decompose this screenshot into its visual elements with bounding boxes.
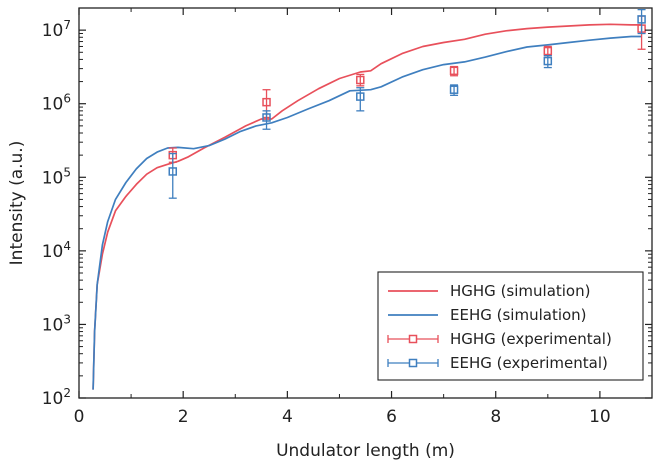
- y-tick-label: 102: [42, 386, 71, 409]
- y-tick-label: 103: [42, 312, 71, 335]
- y-axis-title: Intensity (a.u.): [7, 141, 27, 266]
- legend-entry: HGHG (simulation): [388, 282, 590, 300]
- errorbar-point: [262, 110, 271, 130]
- x-axis: 0 2 4 6 8 10: [74, 8, 611, 427]
- square-marker: [262, 113, 271, 122]
- errorbar-point: [356, 73, 365, 87]
- legend-entry: HGHG (experimental): [387, 330, 612, 348]
- square-marker: [543, 46, 553, 56]
- errorbar-point: [449, 65, 459, 77]
- square-marker: [543, 56, 553, 66]
- series-line-1: [92, 35, 642, 390]
- legend-entry: EEHG (simulation): [388, 306, 587, 324]
- x-tick-label: 10: [589, 407, 611, 427]
- square-marker: [168, 167, 178, 176]
- square-marker: [637, 15, 646, 24]
- errorbar-point: [449, 84, 459, 96]
- legend-swatch-marker: [408, 358, 418, 368]
- square-marker: [262, 97, 271, 107]
- legend-label: EEHG (simulation): [450, 306, 587, 324]
- x-tick-label: 0: [74, 407, 85, 427]
- legend-swatch-marker: [408, 334, 418, 344]
- errorbar-point: [168, 152, 178, 199]
- legend: HGHG (simulation) EEHG (simulation) HGHG (…: [377, 271, 644, 381]
- square-marker: [356, 75, 365, 85]
- y-tick-label: 105: [42, 165, 71, 188]
- square-marker: [449, 66, 459, 76]
- y-tick-label: 107: [42, 18, 71, 41]
- y-tick-label: 104: [42, 239, 71, 262]
- series-line-0: [92, 23, 642, 390]
- series-layer: [92, 8, 646, 390]
- x-tick-label: 8: [490, 407, 501, 427]
- x-axis-title: Undulator length (m): [276, 441, 455, 461]
- y-axis: 102 103 104 105 106 107: [42, 7, 652, 409]
- x-tick-label: 4: [282, 407, 293, 427]
- legend-label: HGHG (simulation): [450, 282, 590, 300]
- legend-label: HGHG (experimental): [450, 330, 612, 348]
- y-tick-label: 106: [42, 92, 71, 115]
- errorbar-point: [637, 8, 646, 35]
- x-tick-label: 6: [386, 407, 397, 427]
- square-marker: [449, 85, 459, 94]
- legend-box: [377, 271, 644, 381]
- errorbar-point: [356, 87, 365, 112]
- square-marker: [356, 92, 365, 101]
- legend-label: EEHG (experimental): [450, 354, 608, 372]
- errorbar-point: [543, 55, 553, 69]
- errorbar-point: [543, 45, 553, 57]
- legend-entry: EEHG (experimental): [387, 354, 608, 372]
- x-tick-label: 2: [178, 407, 189, 427]
- plot-frame: [78, 7, 653, 399]
